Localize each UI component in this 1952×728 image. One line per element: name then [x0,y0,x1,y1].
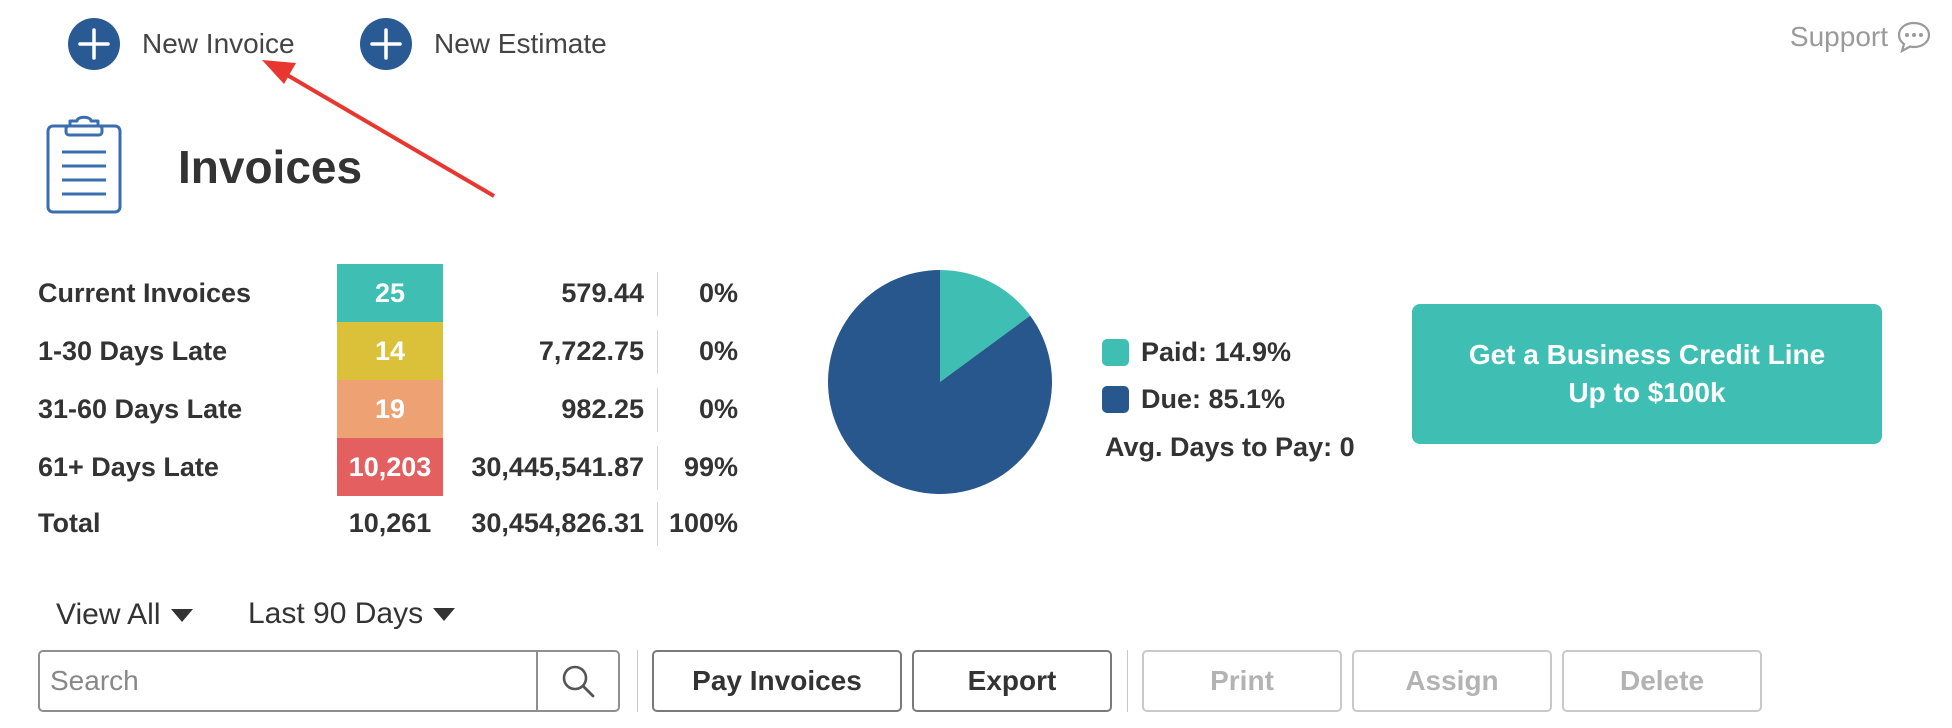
search-input[interactable] [40,652,536,710]
avg-days-to-pay: Avg. Days to Pay: 0 [1105,432,1355,462]
caret-down-icon [170,608,193,622]
aging-row-label: 31-60 Days Late [38,394,243,424]
print-button[interactable]: Print [1142,650,1342,712]
annotation-arrow-icon [262,60,496,198]
aging-amount: 7,722.75 [538,336,644,366]
paid-due-pie-chart [828,270,1052,494]
support-link[interactable]: Support [1790,20,1932,54]
aging-percent: 0% [698,336,738,366]
aging-total-count: 10,261 [348,508,432,538]
legend-paid-label: Paid: 14.9% [1141,337,1292,367]
new-estimate-label: New Estimate [434,28,607,59]
toolbar-divider [637,650,638,712]
aging-total-percent: 100% [668,508,738,538]
due-swatch [1102,386,1129,413]
clipboard-icon [46,115,122,214]
plus-icon [360,18,412,70]
export-button[interactable]: Export [912,650,1112,712]
divider [657,446,658,490]
aging-percent: 99% [683,452,738,482]
aging-amount: 579.44 [561,278,644,308]
search-button[interactable] [536,652,618,710]
aging-row-label: Current Invoices [38,278,252,308]
toolbar-divider [1127,650,1128,712]
legend-due-label: Due: 85.1% [1141,384,1286,414]
caret-down-icon [433,607,456,621]
aging-total-amount: 30,454,826.31 [471,508,644,538]
paid-swatch [1102,339,1129,366]
credit-line-subtitle: Up to $100k [1568,377,1726,408]
page-title: Invoices [178,141,363,193]
business-credit-line-button[interactable]: Get a Business Credit Line Up to $100k [1412,304,1882,444]
plus-icon [68,18,120,70]
aging-percent: 0% [698,394,738,424]
date-range-dropdown[interactable]: Last 90 Days [248,597,456,631]
legend-due: Due: 85.1% [1102,384,1285,415]
divider [657,502,658,546]
aging-count-badge[interactable]: 10,203 [337,438,443,496]
aging-row-label: 61+ Days Late [38,452,219,482]
chat-bubble-icon [1897,21,1931,54]
support-label: Support [1789,21,1888,52]
divider [657,388,658,432]
assign-button[interactable]: Assign [1352,650,1552,712]
pay-invoices-button[interactable]: Pay Invoices [652,650,902,712]
new-estimate-button[interactable]: New Estimate [360,18,607,70]
view-filter-label: View All [56,598,161,631]
pie-slice-paid [940,270,1031,382]
view-filter-dropdown[interactable]: View All [56,598,193,632]
aging-count-badge[interactable]: 19 [337,380,443,438]
delete-button[interactable]: Delete [1562,650,1762,712]
aging-count-badge[interactable]: 25 [337,264,443,322]
aging-amount: 982.25 [561,394,644,424]
aging-count-badge[interactable]: 14 [337,322,443,380]
aging-amount: 30,445,541.87 [471,452,644,482]
divider [657,330,658,374]
aging-row-label: 1-30 Days Late [38,336,228,366]
new-invoice-label: New Invoice [142,28,295,59]
pie-slice-due [828,270,1052,494]
date-range-label: Last 90 Days [248,597,424,630]
aging-percent: 0% [698,278,738,308]
aging-total-label: Total [38,508,101,538]
credit-line-title: Get a Business Credit Line [1468,339,1826,370]
new-invoice-button[interactable]: New Invoice [68,18,295,70]
divider [657,272,658,316]
search-icon [562,665,595,698]
search-box [38,650,620,712]
legend-paid: Paid: 14.9% [1102,337,1291,368]
